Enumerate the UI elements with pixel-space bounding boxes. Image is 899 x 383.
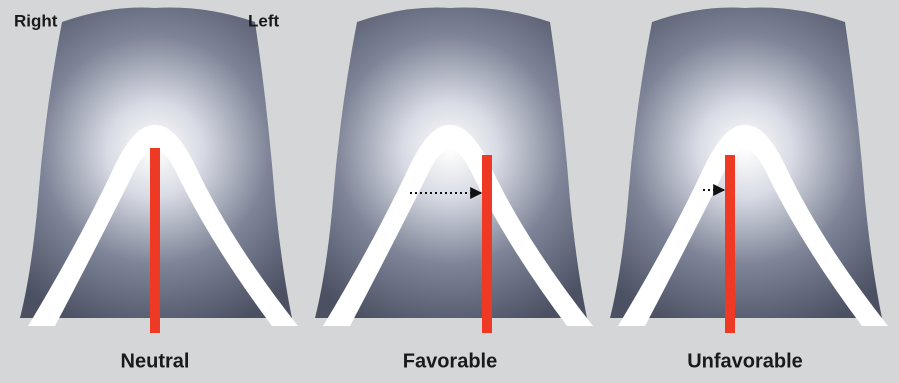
panel-label: Favorable: [403, 350, 497, 372]
midline: [725, 155, 735, 333]
panel-label: Unfavorable: [687, 350, 803, 372]
corner-label: Left: [248, 11, 280, 30]
panel-favorable: Favorable: [315, 8, 593, 373]
arch: [315, 8, 593, 326]
panel-label: Neutral: [121, 350, 190, 372]
panel-unfavorable: Unfavorable: [610, 8, 888, 373]
panel-neutral: Neutral Right Left: [14, 8, 298, 373]
corner-label: Right: [14, 11, 58, 30]
midline: [150, 148, 160, 333]
arch: [610, 8, 888, 326]
page: {"corner_labels": {"right": "Right", "le…: [0, 0, 899, 383]
diagram: Neutral Right Left Favorable Unfavorable: [0, 0, 899, 383]
midline: [482, 155, 492, 333]
